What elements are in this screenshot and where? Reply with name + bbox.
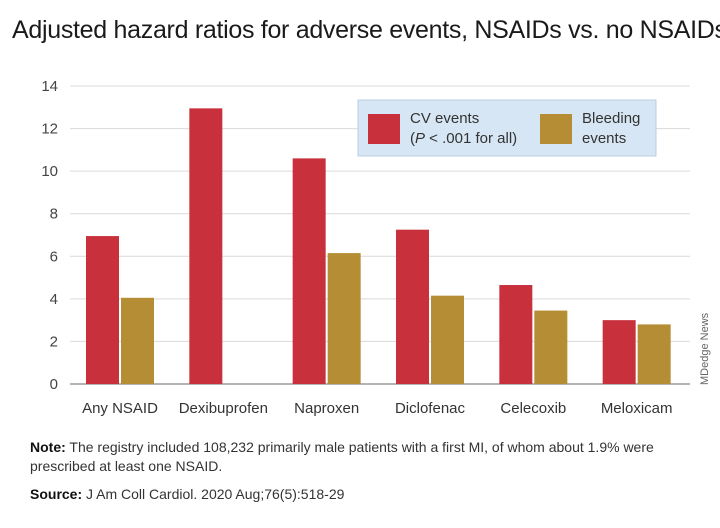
bar-cv-events [292, 158, 326, 384]
y-tick-label: 6 [50, 248, 58, 265]
bar-cv-events [396, 229, 429, 384]
chart-title: Adjusted hazard ratios for adverse event… [12, 16, 720, 44]
bar-bleeding-events [121, 297, 154, 384]
bar-bleeding-events [327, 253, 361, 384]
y-tick-label: 10 [41, 163, 58, 180]
bar-bleeding-events [431, 295, 464, 384]
legend-cv-label-line2: (P < .001 for all) [410, 130, 517, 147]
y-tick-label: 4 [50, 291, 58, 308]
x-axis-labels: Any NSAID Dexibuprofen Naproxen Diclofenac C… [82, 400, 672, 417]
note-text: Note: The registry included 108,232 prim… [30, 439, 654, 474]
legend-box [357, 99, 657, 157]
bar-cv-events [86, 236, 119, 384]
legend-bleeding-label-line2: events [582, 130, 626, 147]
y-tick-label: 12 [41, 121, 58, 138]
y-tick-label: 2 [50, 333, 58, 350]
x-category-label: Dexibuprofen [179, 400, 268, 417]
bar-cv-events [499, 285, 533, 384]
x-category-label: Celecoxib [500, 400, 566, 417]
x-category-label: Any NSAID [82, 400, 158, 417]
x-category-label: Meloxicam [601, 400, 673, 417]
legend-bleeding-label-line1: Bleeding [582, 110, 640, 127]
credit-label: MDedge News [699, 312, 711, 385]
legend-swatch-cv [368, 114, 400, 144]
legend: CV events (P < .001 for all) Bleeding ev… [357, 99, 657, 157]
bars [86, 108, 671, 384]
bar-cv-events [189, 108, 223, 384]
y-axis-ticks: 0 2 4 6 8 10 12 14 [41, 78, 58, 393]
x-category-label: Naproxen [294, 400, 359, 417]
bar-bleeding-events [637, 324, 671, 384]
x-category-label: Diclofenac [395, 400, 466, 417]
bar-bleeding-events [534, 310, 568, 384]
legend-swatch-bleeding [540, 114, 572, 144]
y-tick-label: 0 [50, 376, 58, 393]
legend-cv-label-line1: CV events [410, 110, 479, 127]
y-tick-label: 8 [50, 206, 58, 223]
bar-chart: 0 2 4 6 8 10 12 14 Any NSAID Dexibuprofen Naproxe… [41, 78, 711, 417]
source-text: Source: J Am Coll Cardiol. 2020 Aug;76(5… [30, 486, 345, 502]
bar-cv-events [602, 320, 636, 384]
y-tick-label: 14 [41, 78, 58, 95]
